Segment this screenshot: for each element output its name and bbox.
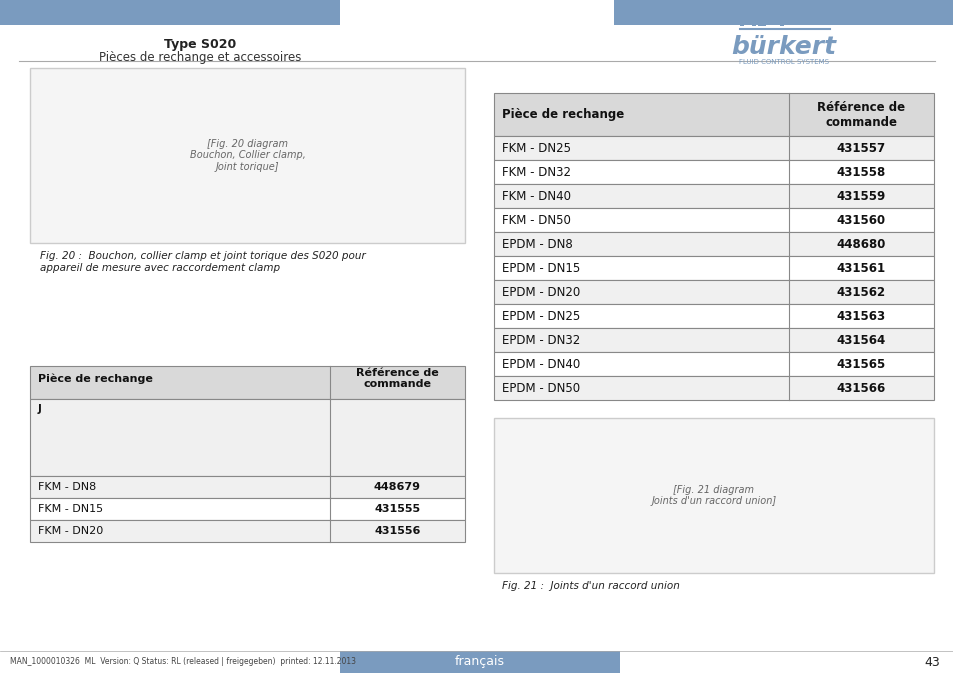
Text: 431566: 431566 — [836, 382, 885, 394]
Text: 431563: 431563 — [836, 310, 885, 322]
FancyBboxPatch shape — [30, 68, 464, 243]
Text: FKM - DN25: FKM - DN25 — [501, 142, 571, 155]
Text: FKM - DN20: FKM - DN20 — [38, 526, 103, 536]
FancyBboxPatch shape — [614, 0, 953, 25]
Text: 431565: 431565 — [836, 358, 885, 371]
Text: 43: 43 — [923, 656, 939, 668]
Text: 431558: 431558 — [836, 166, 885, 179]
Text: EPDM - DN32: EPDM - DN32 — [501, 334, 579, 347]
Text: 431562: 431562 — [836, 286, 885, 299]
Bar — [30, 366, 464, 399]
Text: Type S020: Type S020 — [164, 38, 236, 51]
Text: Fig. 21 :  Joints d'un raccord union: Fig. 21 : Joints d'un raccord union — [501, 581, 679, 591]
Bar — [494, 328, 933, 352]
Text: 431557: 431557 — [836, 142, 885, 155]
Text: Fig. 20 :  Bouchon, collier clamp et joint torique des S020 pour
appareil de mes: Fig. 20 : Bouchon, collier clamp et join… — [40, 251, 365, 273]
Text: 431556: 431556 — [374, 526, 420, 536]
Bar — [494, 160, 933, 184]
Bar — [30, 520, 464, 542]
Text: MAN_1000010326  ML  Version: Q Status: RL (released | freigegeben)  printed: 12.: MAN_1000010326 ML Version: Q Status: RL … — [10, 658, 355, 666]
Text: 448679: 448679 — [374, 482, 420, 492]
Text: FKM - DN40: FKM - DN40 — [501, 190, 571, 203]
Text: Pièce de rechange: Pièce de rechange — [38, 374, 152, 384]
Bar — [30, 476, 464, 498]
FancyBboxPatch shape — [494, 418, 933, 573]
Text: J: J — [38, 404, 42, 414]
Text: bürkert: bürkert — [731, 35, 836, 59]
Bar — [751, 23, 755, 26]
Bar — [494, 136, 933, 160]
Text: EPDM - DN25: EPDM - DN25 — [501, 310, 579, 322]
Text: [Fig. 21 diagram
Joints d'un raccord union]: [Fig. 21 diagram Joints d'un raccord uni… — [651, 485, 776, 506]
Text: EPDM - DN15: EPDM - DN15 — [501, 262, 579, 275]
Text: Pièces de rechange et accessoires: Pièces de rechange et accessoires — [99, 51, 301, 64]
Bar — [494, 208, 933, 232]
Text: français: français — [455, 656, 504, 668]
Bar — [30, 498, 464, 520]
Bar — [494, 93, 933, 136]
Text: 431559: 431559 — [836, 190, 885, 203]
Bar — [740, 23, 743, 26]
Text: 431561: 431561 — [836, 262, 885, 275]
Bar — [780, 23, 783, 26]
Text: EPDM - DN8: EPDM - DN8 — [501, 238, 572, 251]
Text: [Fig. 20 diagram
Bouchon, Collier clamp,
Joint torique]: [Fig. 20 diagram Bouchon, Collier clamp,… — [190, 139, 305, 172]
Bar — [761, 23, 765, 26]
Text: 448680: 448680 — [836, 238, 885, 251]
Bar — [758, 23, 761, 26]
Text: FKM - DN15: FKM - DN15 — [38, 504, 103, 514]
FancyBboxPatch shape — [0, 0, 339, 25]
Text: 431560: 431560 — [836, 214, 885, 227]
Text: Pièce de rechange: Pièce de rechange — [501, 108, 623, 121]
Bar — [494, 352, 933, 376]
Text: EPDM - DN50: EPDM - DN50 — [501, 382, 579, 394]
Text: EPDM - DN20: EPDM - DN20 — [501, 286, 579, 299]
Bar — [494, 376, 933, 400]
Text: Référence de
commande: Référence de commande — [817, 100, 904, 129]
Bar — [494, 256, 933, 280]
Bar — [494, 184, 933, 208]
Bar — [30, 399, 464, 476]
Text: 431555: 431555 — [374, 504, 420, 514]
Text: FLUID CONTROL SYSTEMS: FLUID CONTROL SYSTEMS — [739, 59, 828, 65]
Text: Référence de
commande: Référence de commande — [355, 367, 438, 389]
Text: FKM - DN50: FKM - DN50 — [501, 214, 570, 227]
Bar — [494, 304, 933, 328]
Text: EPDM - DN40: EPDM - DN40 — [501, 358, 579, 371]
Text: FKM - DN32: FKM - DN32 — [501, 166, 571, 179]
Bar — [339, 651, 619, 673]
Text: 431564: 431564 — [836, 334, 885, 347]
Bar — [494, 232, 933, 256]
Bar — [494, 280, 933, 304]
Text: FKM - DN8: FKM - DN8 — [38, 482, 96, 492]
